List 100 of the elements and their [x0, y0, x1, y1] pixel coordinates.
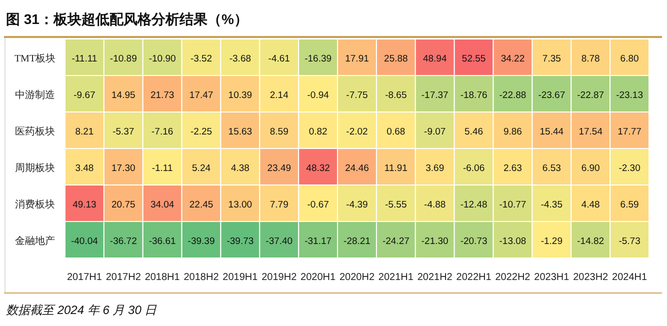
- data-label: 13.00: [228, 199, 252, 210]
- data-label: -18.76: [460, 90, 488, 101]
- data-label: 10.39: [228, 90, 252, 101]
- data-label: 34.04: [150, 199, 174, 210]
- data-label: -11.11: [72, 53, 98, 64]
- data-label: 49.13: [72, 199, 96, 210]
- data-label: -6.06: [462, 162, 485, 174]
- data-label: 5.24: [192, 162, 211, 174]
- data-label: -0.67: [307, 199, 329, 210]
- data-label: -7.75: [346, 90, 368, 101]
- data-label: 3.69: [426, 162, 444, 174]
- data-label: -12.48: [460, 199, 488, 210]
- data-label: 17.77: [618, 126, 642, 138]
- x-tick-label: 2023H1: [534, 272, 570, 283]
- data-label: -4.61: [268, 53, 290, 64]
- x-tick-label: 2022H2: [495, 272, 531, 283]
- data-label: 20.75: [112, 199, 136, 210]
- data-label: 0.68: [386, 126, 406, 138]
- data-label: -2.30: [618, 162, 640, 174]
- data-label: 15.63: [228, 126, 252, 138]
- data-label: -17.37: [421, 90, 448, 101]
- data-label: -31.17: [304, 236, 332, 247]
- data-label: -40.04: [71, 236, 98, 247]
- data-label: -36.72: [110, 236, 137, 247]
- data-label: 7.35: [542, 53, 561, 64]
- data-label: -10.89: [110, 53, 137, 64]
- data-label: -20.73: [460, 236, 488, 247]
- data-label: -1.29: [540, 236, 562, 247]
- data-label: 5.46: [464, 126, 484, 138]
- y-tick-label: 金融地产: [15, 234, 55, 247]
- data-label: 14.95: [112, 90, 136, 101]
- data-label: 8.78: [581, 53, 600, 64]
- data-label: -13.08: [499, 236, 526, 247]
- data-label: -10.90: [148, 53, 176, 64]
- data-label: 22.45: [189, 199, 214, 210]
- data-label: 21.73: [150, 90, 174, 101]
- x-tick-label: 2024H1: [612, 272, 648, 283]
- data-label: -9.67: [74, 90, 96, 101]
- data-label: 0.82: [308, 126, 328, 138]
- data-label: -23.13: [616, 90, 643, 101]
- data-label: -39.73: [226, 236, 254, 247]
- data-label: 17.54: [578, 126, 602, 138]
- data-label: -5.73: [618, 236, 640, 247]
- data-label: 24.46: [345, 162, 369, 174]
- data-label: 8.21: [75, 126, 94, 138]
- data-label: -1.11: [152, 162, 173, 174]
- data-label: 34.22: [500, 53, 525, 64]
- data-label: -24.27: [382, 236, 410, 247]
- data-label: -23.67: [538, 90, 566, 101]
- y-tick-label: TMT板块: [14, 52, 56, 64]
- data-label: 2.14: [270, 90, 288, 101]
- x-tick-label: 2019H1: [222, 272, 258, 283]
- x-tick-label: 2019H2: [262, 272, 298, 283]
- data-label: 6.80: [620, 53, 639, 64]
- data-label: 25.88: [384, 53, 408, 64]
- data-label: 4.48: [581, 199, 600, 210]
- data-label: 3.48: [75, 162, 94, 174]
- data-label: -4.35: [540, 199, 562, 210]
- y-tick-label: 消费板块: [15, 198, 55, 210]
- data-label: 6.90: [581, 162, 600, 174]
- x-tick-label: 2017H2: [106, 272, 142, 283]
- data-label: 15.44: [540, 126, 564, 138]
- data-label: 11.91: [384, 162, 408, 174]
- data-label: -4.88: [424, 199, 446, 210]
- data-label: -36.61: [148, 236, 176, 247]
- data-label: 9.86: [503, 126, 522, 138]
- x-tick-label: 2021H1: [378, 272, 414, 283]
- x-tick-label: 2020H2: [339, 272, 375, 283]
- data-label: 17.47: [189, 90, 214, 101]
- data-label: -3.52: [190, 53, 212, 64]
- data-label: -2.02: [346, 126, 368, 138]
- data-label: 7.79: [270, 199, 288, 210]
- chart-title: 图 31：板块超低配风格分析结果（%）: [6, 11, 248, 27]
- data-label: 4.38: [230, 162, 250, 174]
- data-label: 23.49: [267, 162, 292, 174]
- data-label: 2.63: [503, 162, 522, 174]
- data-label: 6.59: [620, 199, 639, 210]
- data-label: -5.37: [112, 126, 134, 138]
- data-label: -8.65: [385, 90, 407, 101]
- x-tick-label: 2017H1: [66, 272, 102, 283]
- data-label: -21.30: [421, 236, 448, 247]
- data-label: 48.32: [306, 162, 330, 174]
- y-tick-label: 中游制造: [15, 88, 55, 101]
- data-label: -3.68: [229, 53, 252, 64]
- data-label: -10.77: [499, 199, 526, 210]
- data-label: 48.94: [422, 53, 447, 64]
- data-label: 52.55: [462, 53, 486, 64]
- y-tick-label: 周期板块: [15, 162, 55, 174]
- data-label: -22.88: [499, 90, 526, 101]
- x-tick-label: 2020H1: [300, 272, 336, 283]
- data-label: 17.30: [112, 162, 136, 174]
- data-label: -4.39: [346, 199, 368, 210]
- data-label: -22.87: [577, 90, 604, 101]
- x-tick-label: 2023H2: [573, 272, 609, 283]
- text: 数据截至 2024 年 6 月 30 日: [6, 303, 158, 317]
- x-tick-label: 2018H1: [144, 272, 180, 283]
- data-label: 17.91: [345, 53, 369, 64]
- data-label: -2.25: [190, 126, 212, 138]
- x-tick-label: 2022H1: [456, 272, 492, 283]
- data-label: -39.39: [188, 236, 215, 247]
